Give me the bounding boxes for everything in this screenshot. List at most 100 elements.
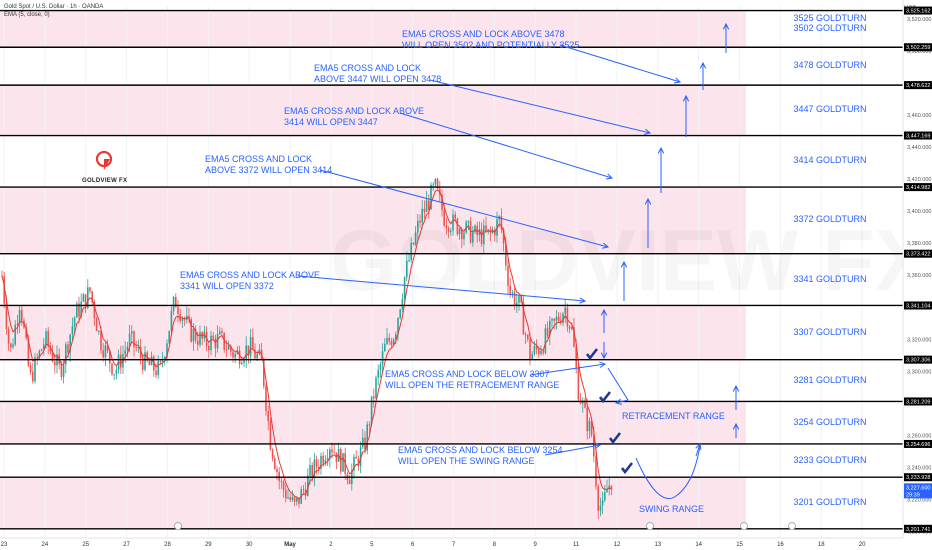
candle-body xyxy=(243,359,245,363)
arrow-head xyxy=(644,197,652,205)
candle-body xyxy=(265,385,267,411)
level-label: 3281 GOLDTURN xyxy=(793,374,867,385)
candle-body xyxy=(483,225,485,245)
candle-body xyxy=(467,221,470,223)
level-label: 3254 GOLDTURN xyxy=(793,416,867,427)
candle-body xyxy=(597,486,599,511)
x-tick-label: 8 xyxy=(493,542,497,548)
x-tick-label: 18 xyxy=(818,542,825,548)
candle-body xyxy=(269,420,272,450)
candle-body xyxy=(513,292,516,306)
x-tick-label: 9 xyxy=(534,542,538,548)
candle-body xyxy=(274,458,276,469)
candle-body xyxy=(241,362,243,365)
x-tick-label: 13 xyxy=(654,542,661,548)
candle-body xyxy=(36,357,38,359)
price-tag xyxy=(904,524,932,533)
zone-band xyxy=(0,477,746,529)
candle-body xyxy=(102,350,104,358)
candle-body xyxy=(296,497,298,502)
annotation-line: EMA5 CROSS AND LOCK ABOVE xyxy=(180,270,321,280)
x-tick-label: May xyxy=(284,542,296,548)
candle-body xyxy=(423,208,426,213)
candle-body xyxy=(436,178,439,189)
arrow-head xyxy=(594,442,602,450)
y-tick-label: 3,400.000 xyxy=(907,209,931,215)
candle-body xyxy=(538,349,540,355)
candle-body xyxy=(87,287,89,308)
candle-body xyxy=(610,485,613,490)
candle-body xyxy=(384,343,386,352)
candle-body xyxy=(18,309,21,324)
candle-body xyxy=(98,330,100,332)
candle-body xyxy=(304,489,307,496)
arrow-line xyxy=(319,169,609,248)
candle-body xyxy=(522,302,525,335)
price-tag-label: 3,502.259 xyxy=(906,45,930,51)
candle-body xyxy=(421,208,423,223)
candle-body xyxy=(608,485,610,490)
candle-body xyxy=(65,344,67,365)
y-tick-label: 3,460.000 xyxy=(907,113,931,119)
arrow-line xyxy=(695,443,701,457)
checkmarks-layer xyxy=(585,348,634,475)
candle-body xyxy=(247,345,250,356)
candle-body xyxy=(188,315,190,320)
last-price-label: 3,227.600 xyxy=(906,485,930,491)
candle-body xyxy=(267,410,269,421)
level-label: 3201 GOLDTURN xyxy=(793,497,867,507)
candle-body xyxy=(447,228,450,233)
price-tag-label: 3,447.169 xyxy=(906,134,930,140)
candle-body xyxy=(12,344,14,348)
y-tick-label: 3,360.000 xyxy=(907,273,931,279)
price-tag xyxy=(904,81,932,90)
y-tick-label: 3,440.000 xyxy=(907,145,931,151)
candle-body xyxy=(38,350,41,358)
annotation-line: ABOVE 3372 WILL OPEN 3414 xyxy=(205,165,333,175)
candle-body xyxy=(535,345,538,350)
axis-background xyxy=(903,0,932,550)
candle-body xyxy=(47,331,49,347)
candle-body xyxy=(478,229,481,235)
candle-body xyxy=(60,364,63,377)
candle-body xyxy=(487,229,489,232)
event-marker-icon xyxy=(740,522,748,530)
zone-band xyxy=(0,305,746,360)
candle-body xyxy=(355,456,357,459)
candle-body xyxy=(557,317,560,321)
annotation-line: WILL OPEN THE SWING RANGE xyxy=(398,456,535,466)
candle-body xyxy=(131,331,133,334)
y-tick-label: 3,420.000 xyxy=(907,177,931,183)
candle-body xyxy=(373,396,375,399)
candle-body xyxy=(362,437,364,448)
candle-body xyxy=(326,458,329,461)
annotation: EMA5 CROSS AND LOCK BELOW 3307 WILL OPEN … xyxy=(385,369,559,391)
price-tag-label: 3,307.306 xyxy=(906,358,930,364)
candle-body xyxy=(238,350,241,365)
arrow-head xyxy=(606,173,614,180)
candle-body xyxy=(582,401,584,404)
candle-body xyxy=(298,497,300,504)
candle-body xyxy=(71,325,74,335)
annotation-line: ABOVE 3447 WILL OPEN 3478 xyxy=(314,74,442,84)
candle-body xyxy=(368,424,371,426)
annotation-line: WILL OPEN THE RETRACEMENT RANGE xyxy=(385,380,560,390)
candle-body xyxy=(575,346,577,368)
price-tag xyxy=(904,183,932,192)
candle-body xyxy=(25,327,27,339)
candle-body xyxy=(106,345,109,351)
candle-body xyxy=(155,370,157,376)
candle-body xyxy=(181,318,184,321)
candle-body xyxy=(553,318,555,321)
candle-body xyxy=(551,318,553,321)
last-price-tag xyxy=(904,483,932,499)
candle-body xyxy=(370,396,373,425)
candle-body xyxy=(322,455,324,464)
goldview-logo xyxy=(95,150,113,170)
candle-body xyxy=(170,311,173,331)
candle-body xyxy=(500,216,503,230)
candle-body xyxy=(282,481,285,491)
candle-body xyxy=(562,313,564,323)
candle-body xyxy=(388,337,390,342)
